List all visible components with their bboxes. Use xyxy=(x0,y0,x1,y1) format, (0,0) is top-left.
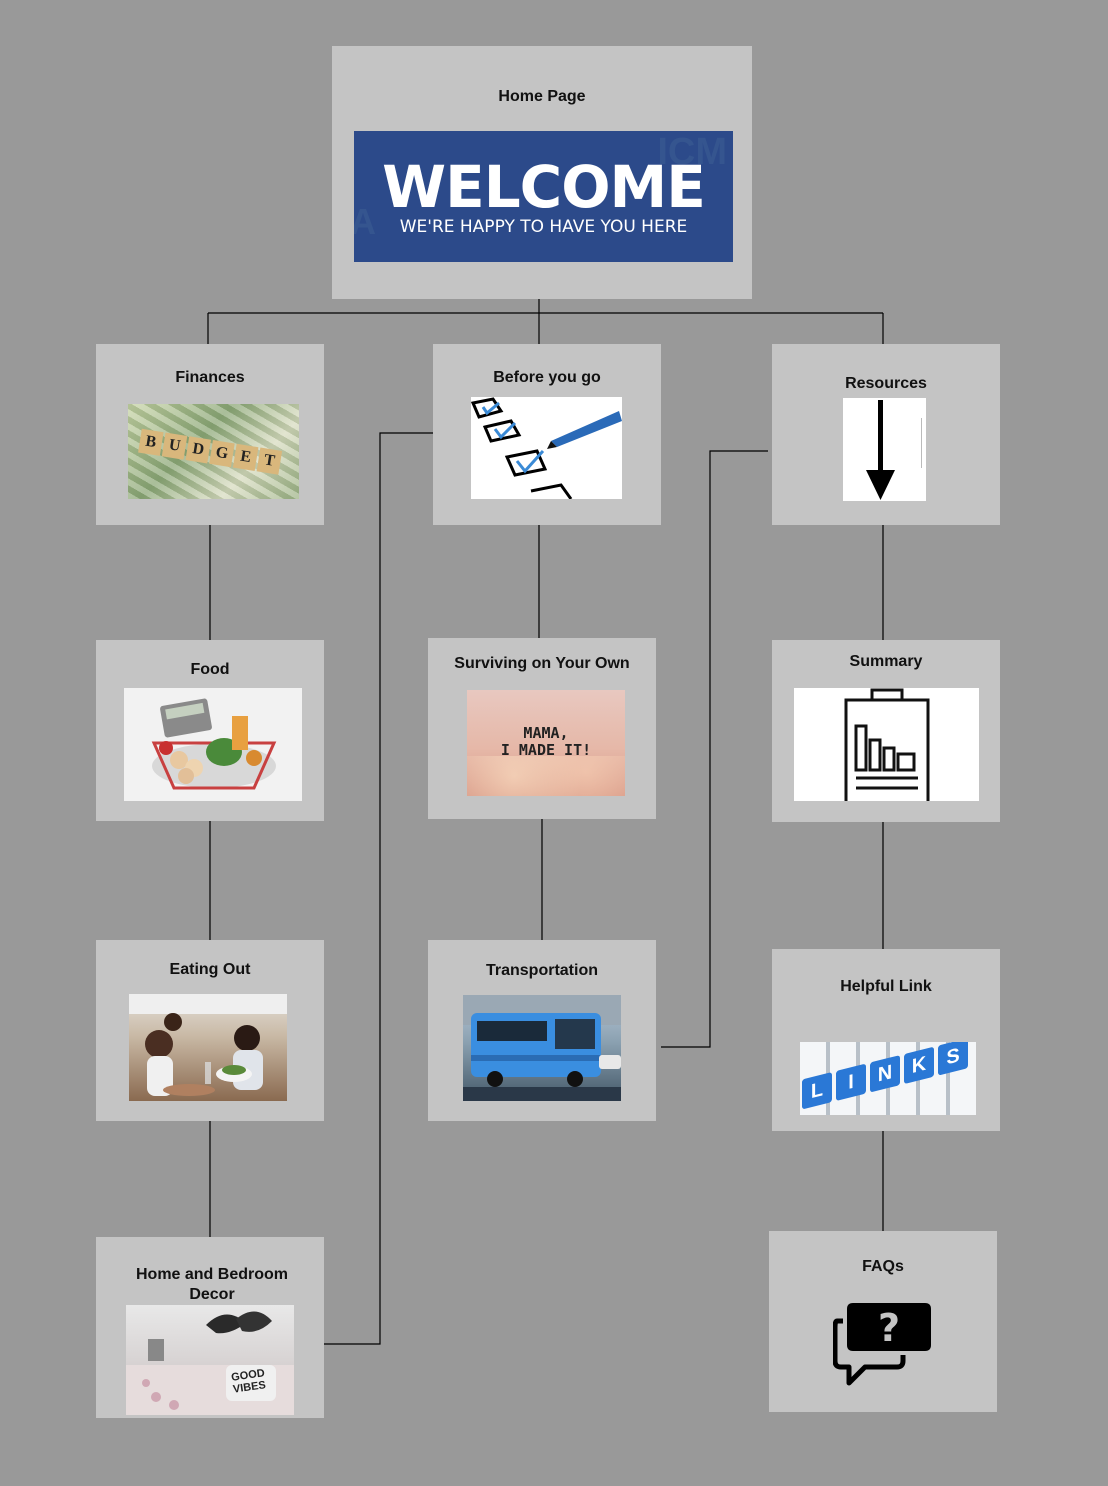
question-speech-bubble-icon: ? xyxy=(833,1303,931,1386)
key: I xyxy=(836,1063,866,1102)
node-title: Home Page xyxy=(498,88,586,105)
food-basket-image xyxy=(124,688,302,801)
links-keyboard-icon: L I N K S xyxy=(800,1042,976,1115)
node-home-page[interactable]: Home Page ICM A WELCOME WE'RE HAPPY TO H… xyxy=(332,46,752,299)
key: N xyxy=(870,1055,900,1093)
node-title: Summary xyxy=(849,653,923,670)
node-surviving-on-your-own[interactable]: Surviving on Your Own MAMA, I MADE IT! xyxy=(428,638,656,819)
mama-i-made-it-image: MAMA, I MADE IT! xyxy=(467,690,625,796)
pic-text-line2: I MADE IT! xyxy=(500,741,592,759)
node-home-and-bedroom-decor[interactable]: Home and Bedroom Decor GOOD VIBES xyxy=(96,1237,324,1418)
node-title: Resources xyxy=(845,375,927,392)
tile: E xyxy=(232,443,259,471)
welcome-subheading: WE'RE HAPPY TO HAVE YOU HERE xyxy=(399,217,688,237)
node-title: Before you go xyxy=(493,369,601,386)
node-title: FAQs xyxy=(862,1258,904,1275)
node-food[interactable]: Food xyxy=(96,640,324,821)
tile: D xyxy=(185,436,211,464)
bedroom-decor-image: GOOD VIBES xyxy=(126,1305,294,1415)
key: L xyxy=(802,1072,832,1110)
key: S xyxy=(938,1042,968,1076)
node-resources[interactable]: Resources xyxy=(772,344,1000,525)
clipboard-chart-icon xyxy=(794,688,979,801)
welcome-heading: WELCOME xyxy=(382,153,706,221)
tile: T xyxy=(256,447,283,475)
node-summary[interactable]: Summary xyxy=(772,640,1000,822)
node-before-you-go[interactable]: Before you go xyxy=(433,344,661,525)
node-transportation[interactable]: Transportation xyxy=(428,940,656,1121)
node-title: Eating Out xyxy=(169,961,251,978)
connector-transport-to-resources xyxy=(661,450,768,1048)
pic-text-line1: MAMA, xyxy=(523,724,569,742)
bus-image xyxy=(463,995,621,1101)
tile: U xyxy=(161,432,188,460)
node-title: Finances xyxy=(175,369,245,386)
checklist-icon xyxy=(471,397,622,499)
node-title: Home and Bedroom Decor xyxy=(135,1266,288,1303)
eating-out-image xyxy=(129,994,287,1101)
tile: B xyxy=(138,428,164,456)
welcome-banner: ICM A WELCOME WE'RE HAPPY TO HAVE YOU HE… xyxy=(354,131,733,262)
key: K xyxy=(904,1046,934,1085)
svg-text:?: ? xyxy=(878,1306,900,1350)
node-title: Transportation xyxy=(485,962,598,979)
node-title: Surviving on Your Own xyxy=(454,655,630,672)
node-eating-out[interactable]: Eating Out xyxy=(96,940,324,1121)
node-title: Helpful Link xyxy=(840,978,932,995)
connector-decor-to-before xyxy=(324,432,434,1345)
node-helpful-link[interactable]: Helpful Link L I N K S xyxy=(772,949,1000,1131)
node-faqs[interactable]: FAQs ? xyxy=(769,1231,997,1412)
tile: G xyxy=(209,440,235,468)
node-title: Food xyxy=(190,661,230,678)
down-arrow-icon xyxy=(843,398,926,501)
